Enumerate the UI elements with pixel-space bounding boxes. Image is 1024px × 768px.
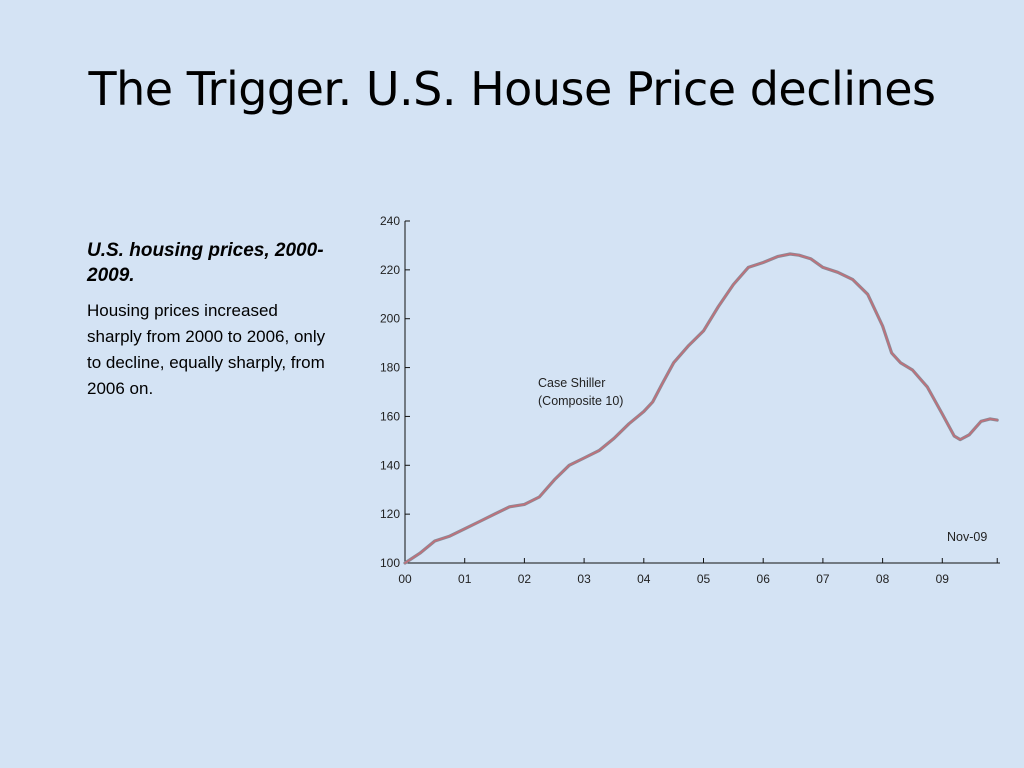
x-tick-label: 09 — [936, 572, 950, 586]
caption-body: Housing prices increased sharply from 20… — [87, 301, 326, 398]
y-tick-label: 180 — [380, 361, 400, 375]
series-layer — [403, 252, 999, 565]
slide-title: The Trigger. U.S. House Price declines — [88, 62, 936, 116]
x-tick-label: 06 — [757, 572, 771, 586]
y-tick-label: 120 — [380, 507, 400, 521]
x-tick-label: 03 — [577, 572, 591, 586]
series-line — [404, 253, 999, 564]
x-tick-label: 04 — [637, 572, 651, 586]
y-tick-label: 100 — [380, 556, 400, 570]
x-tick-label: 00 — [398, 572, 412, 586]
series-label-sub: (Composite 10) — [538, 394, 623, 408]
series-label: Case Shiller — [538, 376, 605, 390]
y-tick-label: 240 — [380, 214, 400, 228]
x-tick-label: 08 — [876, 572, 890, 586]
x-tick-label: 01 — [458, 572, 472, 586]
chart-caption: U.S. housing prices, 2000-2009. Housing … — [87, 238, 337, 402]
x-axis: 00 01 02 03 04 05 06 07 08 09 — [398, 558, 1000, 586]
y-axis: 100 120 140 160 180 200 220 240 — [380, 214, 410, 570]
y-tick-label: 140 — [380, 458, 400, 472]
series-line-shadow — [403, 252, 999, 565]
end-annotation: Nov-09 — [947, 530, 987, 544]
x-tick-label: 05 — [697, 572, 711, 586]
y-tick-label: 220 — [380, 263, 400, 277]
x-tick-label: 07 — [816, 572, 830, 586]
y-tick-label: 200 — [380, 312, 400, 326]
caption-heading: U.S. housing prices, 2000-2009. — [87, 240, 324, 286]
x-tick-label: 02 — [518, 572, 532, 586]
y-tick-label: 160 — [380, 409, 400, 423]
